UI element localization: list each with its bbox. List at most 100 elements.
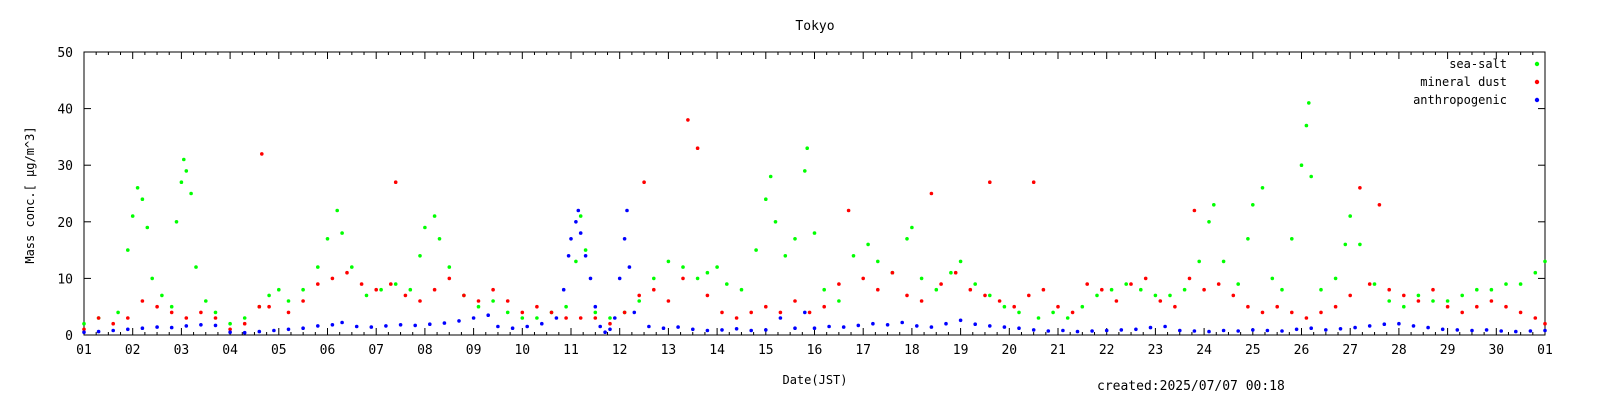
sea-salt-point <box>1124 282 1128 286</box>
sea-salt-point <box>1307 101 1311 105</box>
mineral-dust-point <box>953 270 958 275</box>
mineral-dust-point <box>1304 316 1309 320</box>
anthropogenic-point <box>929 325 934 329</box>
sea-salt-point <box>393 282 398 286</box>
mineral-dust-point <box>1202 287 1206 292</box>
sea-salt-point <box>768 174 773 179</box>
x-tick-label: 19 <box>953 343 969 358</box>
x-tick-label: 25 <box>1245 343 1261 358</box>
sea-salt-point <box>1416 293 1421 298</box>
anthropogenic-point <box>316 324 320 328</box>
mineral-dust-point <box>374 287 379 292</box>
mineral-dust-point <box>1216 282 1221 286</box>
anthropogenic-point <box>96 329 101 334</box>
mineral-dust-point <box>1377 203 1382 207</box>
anthropogenic-point <box>598 324 602 329</box>
sea-salt-point <box>379 287 383 292</box>
anthropogenic-point <box>111 328 115 333</box>
mineral-dust-point <box>1143 276 1148 281</box>
x-tick-label: 01 <box>76 343 92 358</box>
anthropogenic-point <box>632 310 637 315</box>
anthropogenic-point <box>1499 329 1503 333</box>
sea-salt-point <box>725 282 729 286</box>
mineral-dust-point <box>462 293 466 298</box>
mineral-dust-point <box>1031 180 1036 184</box>
anthropogenic-point <box>566 254 571 258</box>
sea-salt-point <box>174 220 179 224</box>
anthropogenic-point <box>720 328 724 332</box>
mineral-dust-point <box>1070 310 1075 315</box>
anthropogenic-point <box>764 328 768 332</box>
sea-salt-point <box>1280 287 1284 292</box>
sea-salt-point <box>1504 282 1508 286</box>
sea-salt-point <box>179 180 184 184</box>
anthropogenic-point <box>578 231 583 235</box>
anthropogenic-point <box>973 322 977 327</box>
x-tick-label: 12 <box>612 343 628 358</box>
x-tick-label: 05 <box>271 343 287 358</box>
x-tick-label: 24 <box>1196 343 1212 358</box>
sea-salt-point <box>1080 304 1085 309</box>
x-tick-label: 02 <box>125 343 141 358</box>
anthropogenic-point <box>1104 328 1109 333</box>
mineral-dust-point <box>983 293 987 298</box>
anthropogenic-point <box>1134 327 1138 332</box>
anthropogenic-point <box>944 321 948 326</box>
mineral-dust-point <box>705 293 710 298</box>
sea-salt-point <box>476 304 481 309</box>
sea-salt-point <box>1299 163 1304 167</box>
anthropogenic-point <box>812 326 817 331</box>
mineral-dust-point <box>82 327 86 332</box>
sea-salt-point <box>578 214 583 218</box>
mineral-dust-point <box>505 299 510 303</box>
x-tick-label: 26 <box>1294 343 1310 358</box>
anthropogenic-point <box>749 328 753 333</box>
mineral-dust-point <box>652 287 656 292</box>
mineral-dust-point <box>1158 299 1163 303</box>
mineral-dust-point <box>919 299 924 303</box>
sea-salt-point <box>574 259 578 264</box>
anthropogenic-point <box>525 324 529 329</box>
sea-salt-point <box>160 293 164 298</box>
mineral-dust-point <box>447 276 452 281</box>
mineral-dust-point <box>1358 186 1362 190</box>
mineral-dust-point <box>822 304 826 309</box>
anthropogenic-point <box>169 325 174 330</box>
anthropogenic-point <box>691 327 695 332</box>
sea-salt-point <box>608 316 612 320</box>
anthropogenic-point <box>1031 328 1036 332</box>
sea-salt-point <box>535 316 539 320</box>
sea-salt-point <box>204 299 208 303</box>
x-tick-label: 04 <box>222 343 238 358</box>
sea-salt-point <box>583 248 588 252</box>
mineral-dust-point <box>793 299 797 303</box>
sea-salt-point <box>805 146 809 150</box>
anthropogenic-point <box>1192 329 1197 333</box>
sea-salt-point <box>764 197 768 201</box>
sea-salt-point <box>213 310 218 315</box>
mineral-dust-point <box>418 299 422 303</box>
anthropogenic-point <box>301 326 305 331</box>
sea-salt-point <box>910 225 914 230</box>
mineral-dust-point <box>1231 293 1236 298</box>
mineral-dust-point <box>199 310 203 315</box>
sea-salt-point <box>822 287 826 292</box>
x-tick-label: 17 <box>855 343 871 358</box>
anthropogenic-point <box>384 324 388 328</box>
mineral-dust-point <box>695 146 700 150</box>
x-tick-label: 23 <box>1148 343 1164 358</box>
mineral-dust-point <box>997 299 1002 303</box>
sea-salt-point <box>301 287 305 292</box>
sea-salt-point <box>1270 276 1275 281</box>
anthropogenic-point <box>257 329 262 334</box>
sea-salt-point <box>140 197 145 201</box>
mineral-dust-point <box>749 310 753 315</box>
sea-salt-point <box>340 231 344 235</box>
sea-salt-point <box>267 293 271 298</box>
anthropogenic-point <box>1221 328 1226 333</box>
anthropogenic-point <box>1119 328 1124 332</box>
anthropogenic-point <box>496 324 500 329</box>
mineral-dust-point <box>1041 287 1046 292</box>
y-axis-title: Mass conc.[ μg/m^3] <box>23 126 37 263</box>
mineral-dust-point <box>593 316 598 320</box>
